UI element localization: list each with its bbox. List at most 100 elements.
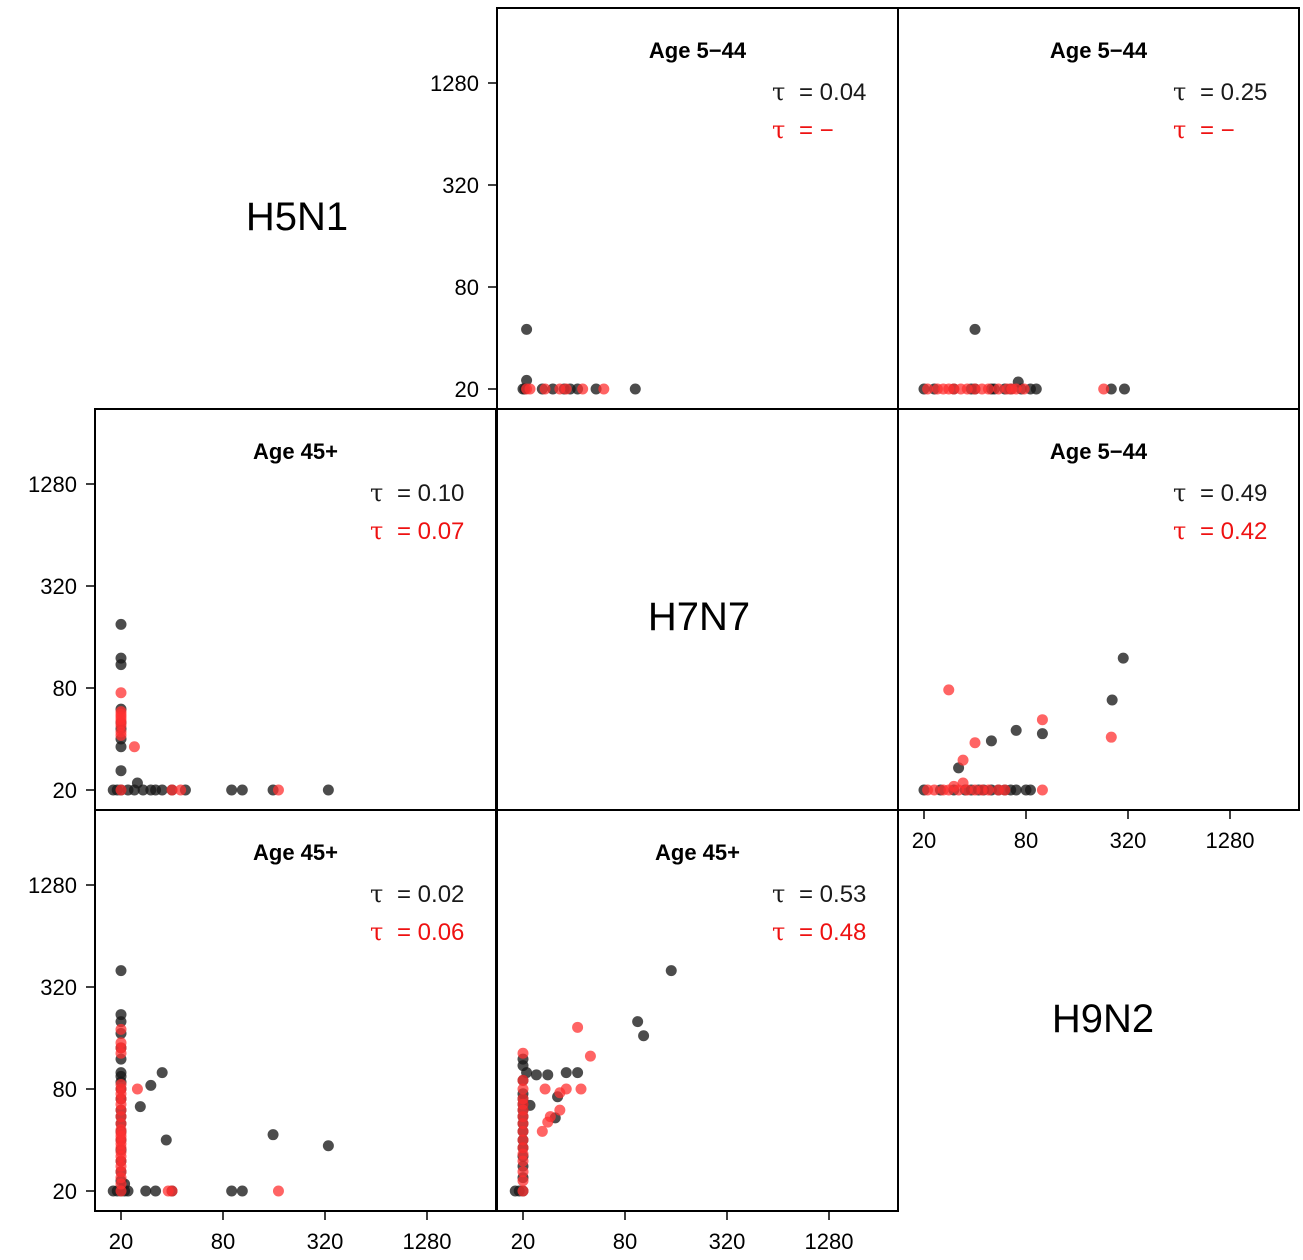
point-red (517, 1142, 529, 1154)
y-axis-row1: 20 80 320 1280 (28, 472, 96, 803)
point-black (1118, 383, 1130, 395)
y-tick-label: 320 (40, 574, 77, 599)
point-red (517, 1134, 529, 1146)
points (918, 652, 1129, 796)
point-red (961, 784, 973, 796)
point-red (272, 1185, 284, 1197)
y-tick-label: 1280 (28, 472, 77, 497)
x-tick-label: 1280 (805, 1229, 854, 1254)
point-black (1024, 784, 1036, 796)
point-red (115, 784, 127, 796)
point-black (137, 784, 149, 796)
panel-p23: Age 5−44 τ = 0.49 τ = 0.42 (918, 439, 1267, 796)
tau-value-red: = 0.42 (1200, 518, 1267, 545)
point-black (145, 1079, 157, 1091)
y-tick-label: 80 (455, 275, 479, 300)
point-black (322, 1140, 334, 1152)
point-black (521, 323, 533, 335)
point-black (134, 1101, 146, 1113)
axes-layer: 20 80 320 1280 20 80 320 1280 20 80 320 1280 20 80 320… (28, 71, 1254, 1254)
point-red (943, 684, 955, 696)
point-red (539, 1083, 551, 1095)
tau-value-red: = − (1200, 117, 1235, 144)
point-red (577, 383, 589, 395)
point-red (992, 383, 1004, 395)
panel-frame-r0c1 (496, 7, 899, 410)
point-red (1036, 714, 1048, 726)
point-black (226, 784, 238, 796)
y-tick-label: 80 (53, 676, 77, 701)
point-black (1105, 383, 1117, 395)
panel-frame-r2c1 (496, 809, 899, 1212)
point-red (1036, 784, 1048, 796)
point-black (150, 1185, 162, 1197)
point-red (115, 1037, 127, 1049)
tau-value-black: = 0.04 (799, 79, 866, 106)
point-red (982, 383, 994, 395)
point-black (1036, 728, 1048, 740)
x-tick-label: 320 (709, 1229, 746, 1254)
tau-symbol-black: τ (370, 479, 383, 507)
diagonal-label-2: H9N2 (1052, 997, 1154, 1041)
x-tick-label: 20 (912, 828, 936, 853)
point-red (536, 1125, 548, 1137)
point-black (115, 1009, 127, 1021)
point-red (517, 1175, 529, 1187)
y-tick-label: 80 (53, 1077, 77, 1102)
y-axis-row0: 20 80 320 1280 (430, 71, 498, 402)
y-tick-label: 20 (53, 778, 77, 803)
point-black (236, 784, 248, 796)
diagonal-label-1: H7N7 (648, 595, 750, 639)
panel-frame-r0c2 (897, 7, 1300, 410)
tau-value-red: = 0.06 (397, 919, 464, 946)
point-black (665, 965, 677, 977)
point-red (598, 383, 610, 395)
tau-value-black: = 0.25 (1200, 79, 1267, 106)
point-red (575, 1083, 587, 1095)
point-black (115, 765, 127, 777)
panel-p21: Age 45+ τ = 0.10 τ = 0.07 (107, 439, 464, 796)
tau-value-black: = 0.49 (1200, 480, 1267, 507)
tau-symbol-black: τ (1173, 479, 1186, 507)
point-red (544, 1111, 556, 1123)
y-tick-label: 20 (53, 1179, 77, 1204)
panel-p32: Age 45+ τ = 0.53 τ = 0.48 (509, 840, 866, 1197)
point-black (542, 1069, 554, 1081)
tau-value-black: = 0.10 (397, 480, 464, 507)
points (509, 965, 677, 1197)
point-red (166, 1185, 178, 1197)
panel-p13: Age 5−44 τ = 0.25 τ = − (918, 38, 1267, 395)
point-black (322, 784, 334, 796)
points (517, 323, 641, 395)
tau-value-black: = 0.53 (799, 881, 866, 908)
y-tick-label: 20 (455, 377, 479, 402)
point-red (517, 1093, 529, 1105)
x-tick-label: 320 (1110, 828, 1147, 853)
x-tick-label: 20 (511, 1229, 535, 1254)
panel-title: Age 5−44 (1050, 38, 1148, 63)
point-red (982, 784, 994, 796)
point-red (1098, 383, 1110, 395)
point-red (115, 1023, 127, 1035)
point-red (957, 754, 969, 766)
x-axis-col0: 20 80 320 1280 (109, 1210, 452, 1254)
point-red (554, 1104, 566, 1116)
point-black (985, 735, 997, 747)
point-red (128, 741, 140, 753)
point-red (115, 687, 127, 699)
points (107, 965, 334, 1197)
point-black (590, 383, 602, 395)
point-red (922, 383, 934, 395)
tau-symbol-red: τ (1173, 517, 1186, 545)
point-black (156, 1067, 168, 1079)
point-red (272, 784, 284, 796)
point-black (267, 1129, 279, 1141)
x-tick-label: 1280 (1206, 828, 1255, 853)
point-black (1106, 694, 1118, 706)
tau-symbol-black: τ (1173, 78, 1186, 106)
point-red (517, 1047, 529, 1059)
point-black (115, 1067, 127, 1079)
panel-frame-r1c0 (94, 408, 497, 811)
x-tick-label: 1280 (403, 1229, 452, 1254)
